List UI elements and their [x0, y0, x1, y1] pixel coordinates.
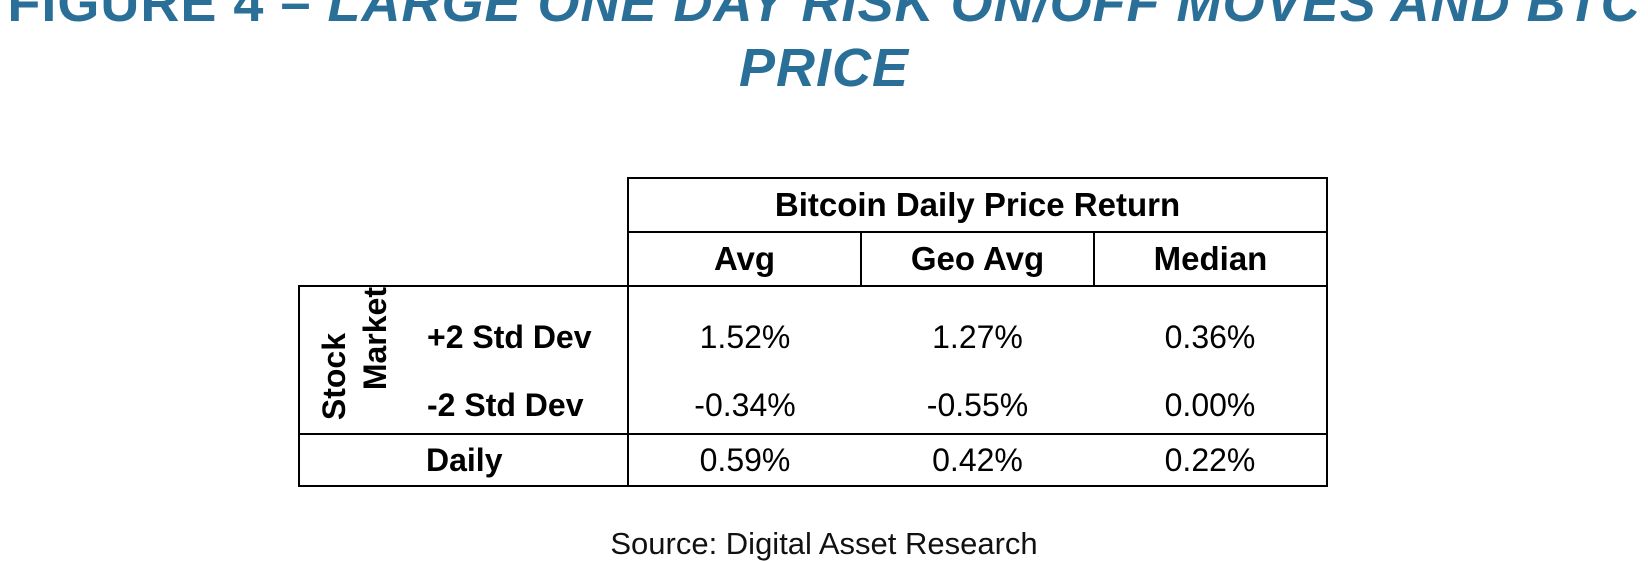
table-cell: 1.27% — [861, 285, 1094, 378]
row-label-plus-2-std-dev: +2 Std Dev — [411, 285, 629, 378]
column-header-median: Median — [1093, 231, 1328, 287]
table-cell: 0.36% — [1094, 285, 1328, 378]
figure-title-rest: LARGE ONE DAY RISK ON/OFF MOVES AND BTC — [327, 0, 1641, 33]
table-cell: 0.42% — [861, 434, 1094, 488]
row-group-label-market: Market — [355, 284, 411, 436]
row-group-label-stock: Stock — [298, 284, 355, 436]
returns-table: Bitcoin Daily Price Return Avg Geo Avg M… — [298, 177, 1328, 488]
table-cell: 0.59% — [628, 434, 861, 488]
row-label-daily: Daily — [298, 433, 629, 488]
figure-title-line2: PRICE — [738, 38, 910, 98]
table-cell: -0.34% — [628, 377, 861, 436]
figure-title: FIGURE 4 – LARGE ONE DAY RISK ON/OFF MOV… — [0, 0, 1648, 34]
column-header-geo-avg: Geo Avg — [860, 231, 1095, 287]
table-cell: 0.22% — [1094, 434, 1328, 488]
source-note: Source: Digital Asset Research — [610, 526, 1038, 561]
figure-title-prefix: FIGURE 4 – — [7, 0, 328, 33]
header-group: Bitcoin Daily Price Return — [627, 177, 1328, 233]
table-cell: 0.00% — [1094, 377, 1328, 436]
table-cell: 1.52% — [628, 285, 861, 378]
row-label-minus-2-std-dev: -2 Std Dev — [411, 377, 629, 436]
column-header-avg: Avg — [627, 231, 862, 287]
table-cell: -0.55% — [861, 377, 1094, 436]
